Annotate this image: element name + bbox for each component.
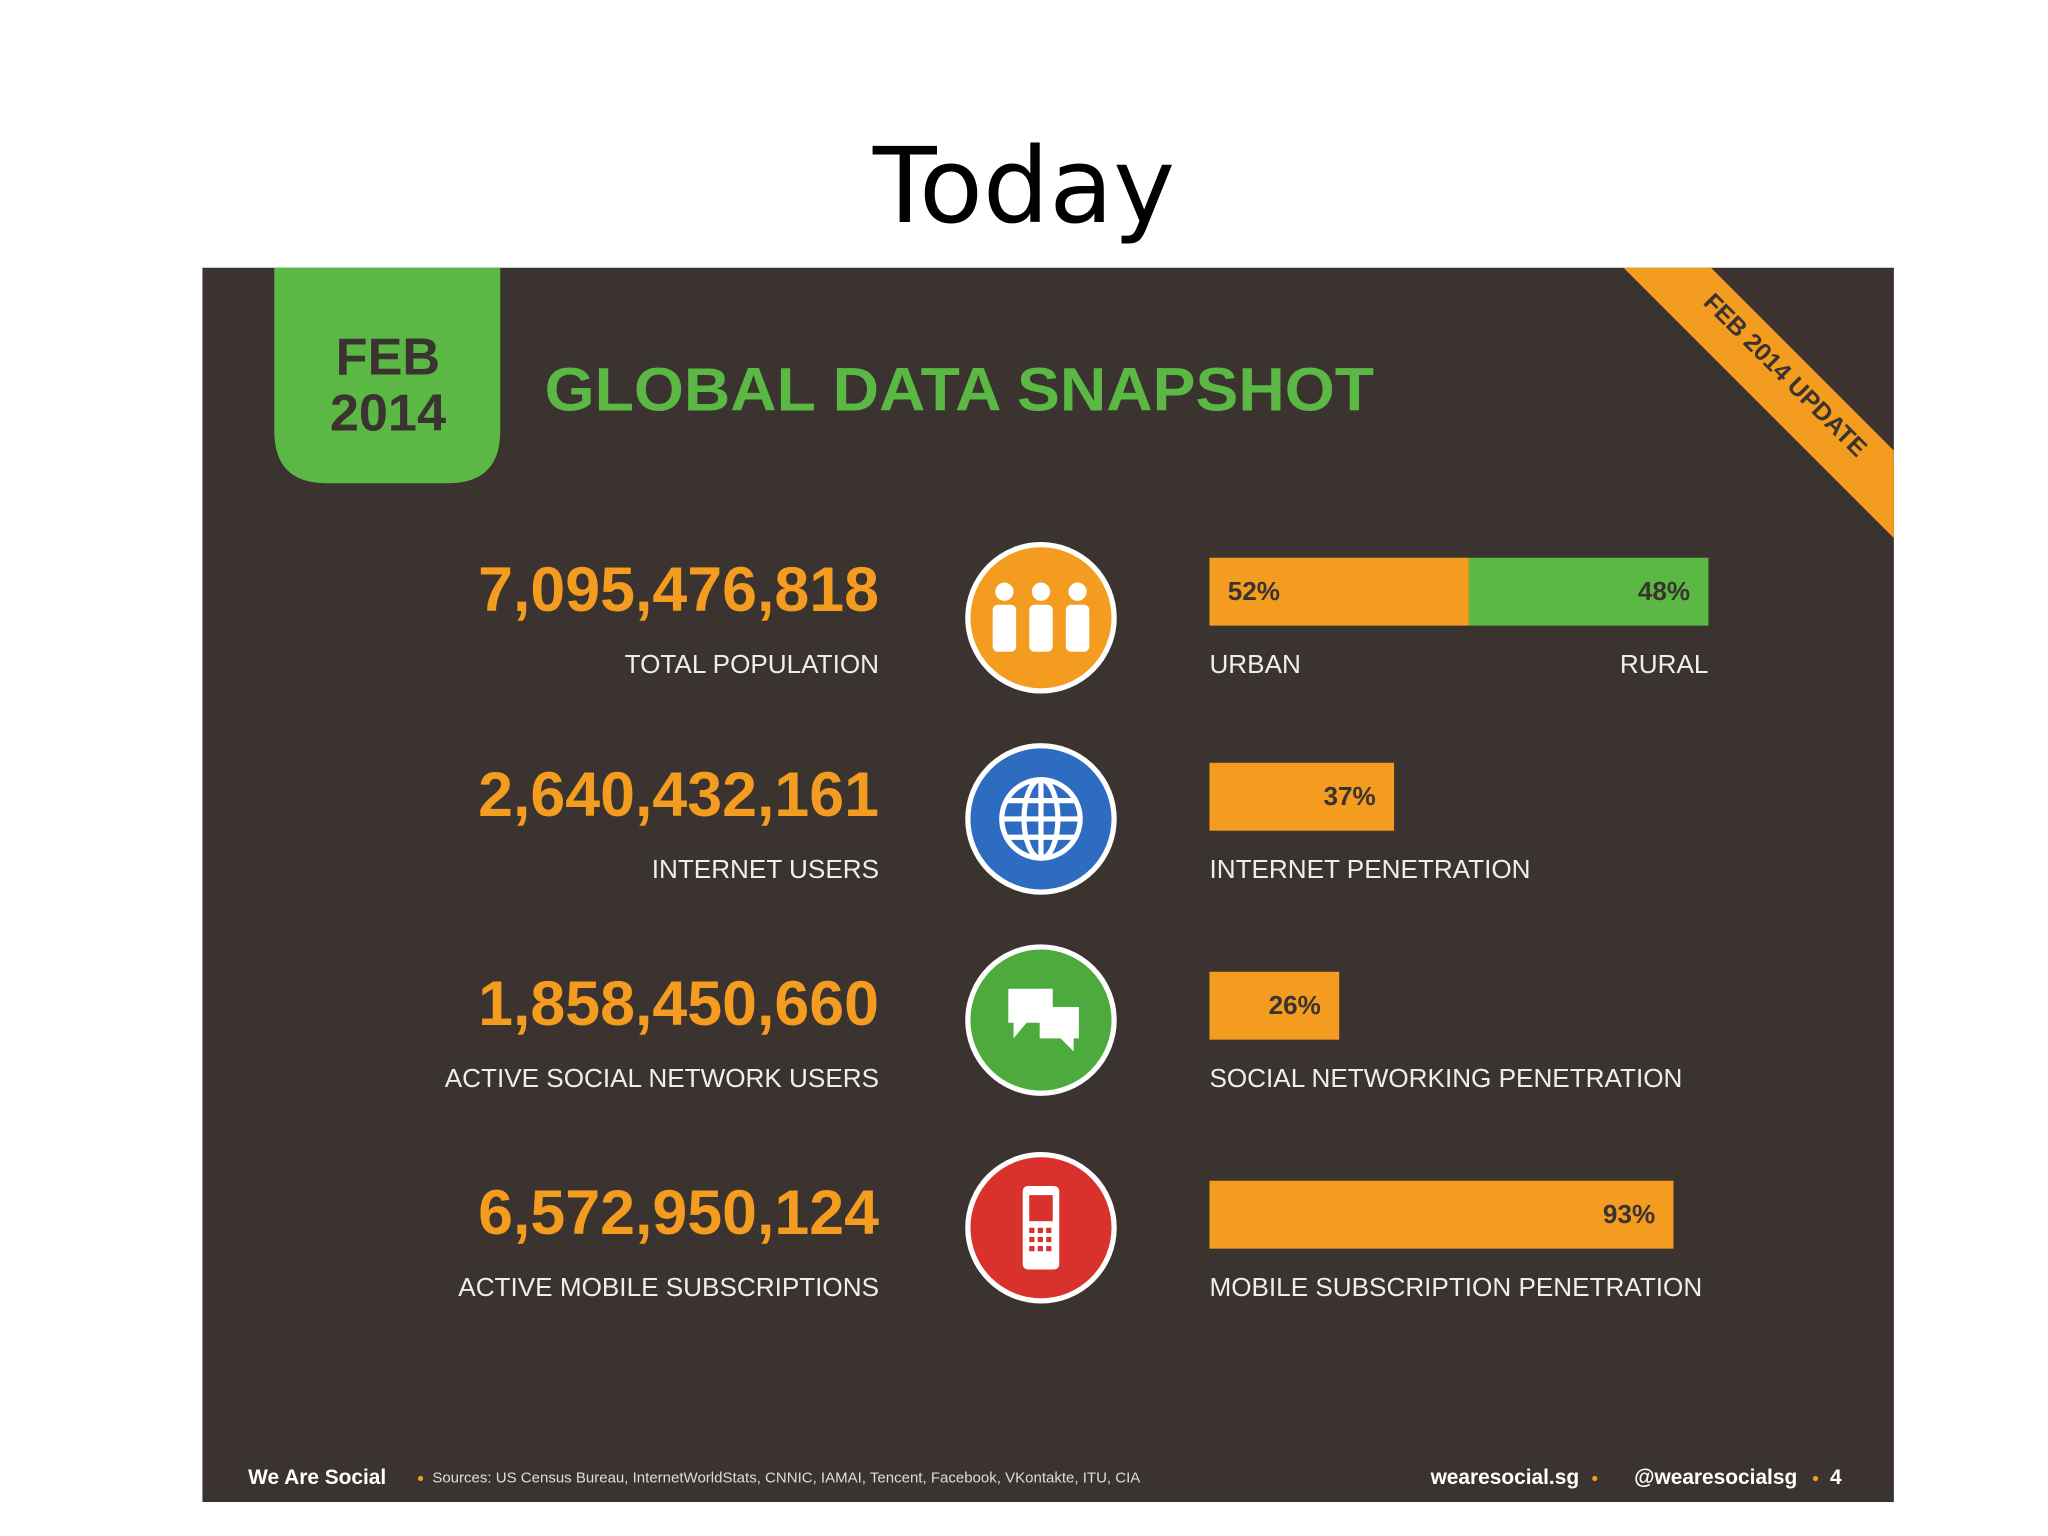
bar [1209, 557, 1469, 626]
icon-part [1029, 1246, 1035, 1252]
icon-part [1065, 604, 1090, 652]
stat-label: ACTIVE SOCIAL NETWORK USERS [445, 1063, 879, 1093]
bar-caption: SOCIAL NETWORKING PENETRATION [1209, 1063, 1682, 1093]
footer-brand: We Are Social [248, 1466, 386, 1489]
badge-month: FEB [336, 328, 440, 386]
stat-label: TOTAL POPULATION [625, 649, 879, 679]
footer-site: wearesocial.sg [1430, 1466, 1580, 1489]
stat-row: 2,640,432,161 INTERNET USERS 37% INTERNET P… [478, 743, 1531, 895]
slide-title: Today [872, 125, 1175, 247]
icon-part [1046, 1236, 1052, 1243]
icon-part [992, 604, 1017, 652]
icon-part [1029, 1195, 1053, 1222]
stat-number: 1,858,450,660 [478, 969, 879, 1039]
icon-part [1037, 1236, 1043, 1243]
bar [1209, 1180, 1674, 1249]
bar-caption: MOBILE SUBSCRIPTION PENETRATION [1209, 1272, 1702, 1302]
stat-row: 6,572,950,124 ACTIVE MOBILE SUBSCRIPTIONS… [458, 1151, 1702, 1304]
bar-caption: INTERNET PENETRATION [1209, 854, 1530, 884]
segment-name: URBAN [1209, 649, 1300, 679]
icon-part [1039, 1007, 1079, 1052]
icon-part [1046, 1227, 1052, 1233]
bar-label: 37% [1324, 781, 1376, 811]
bar-label: 52% [1228, 576, 1280, 606]
bar-label: 48% [1638, 576, 1690, 606]
stat-number: 7,095,476,818 [478, 555, 879, 625]
stat-number: 2,640,432,161 [478, 760, 879, 830]
icon-part [1029, 604, 1053, 652]
icon-part [1008, 988, 1053, 1039]
bar [1209, 762, 1395, 831]
icon-part [1046, 1246, 1052, 1252]
icon-part [1068, 582, 1087, 601]
stat-label: INTERNET USERS [652, 854, 879, 884]
stat-row: 7,095,476,818 TOTAL POPULATION 52% URBAN 48%… [478, 542, 1709, 694]
stat-row: 1,858,450,660 ACTIVE SOCIAL NETWORK USERS… [445, 944, 1682, 1096]
icon-part [1029, 1236, 1035, 1243]
separator [1592, 1475, 1598, 1482]
footer-page: 4 [1830, 1466, 1842, 1489]
heading: GLOBAL DATA SNAPSHOT [545, 356, 1374, 425]
bar [1468, 557, 1709, 626]
segment-name: RURAL [1620, 649, 1709, 679]
separator [417, 1475, 424, 1482]
icon-part [1037, 1246, 1043, 1252]
stat-label: ACTIVE MOBILE SUBSCRIPTIONS [458, 1272, 879, 1302]
date-badge [274, 267, 501, 484]
bar [1209, 971, 1340, 1040]
icon-part [1029, 1227, 1035, 1233]
separator [1812, 1475, 1819, 1482]
stat-number: 6,572,950,124 [478, 1178, 879, 1248]
footer-handle: @wearesocialsg [1634, 1466, 1797, 1489]
footer-sources: Sources: US Census Bureau, InternetWorld… [432, 1469, 1140, 1486]
icon-part [1037, 1227, 1043, 1233]
icon-part [995, 582, 1014, 601]
bar-label: 93% [1603, 1199, 1655, 1229]
icon-part [1031, 582, 1051, 601]
badge-year: 2014 [330, 384, 446, 442]
bar-label: 26% [1269, 990, 1321, 1020]
ribbon [1623, 267, 1894, 539]
